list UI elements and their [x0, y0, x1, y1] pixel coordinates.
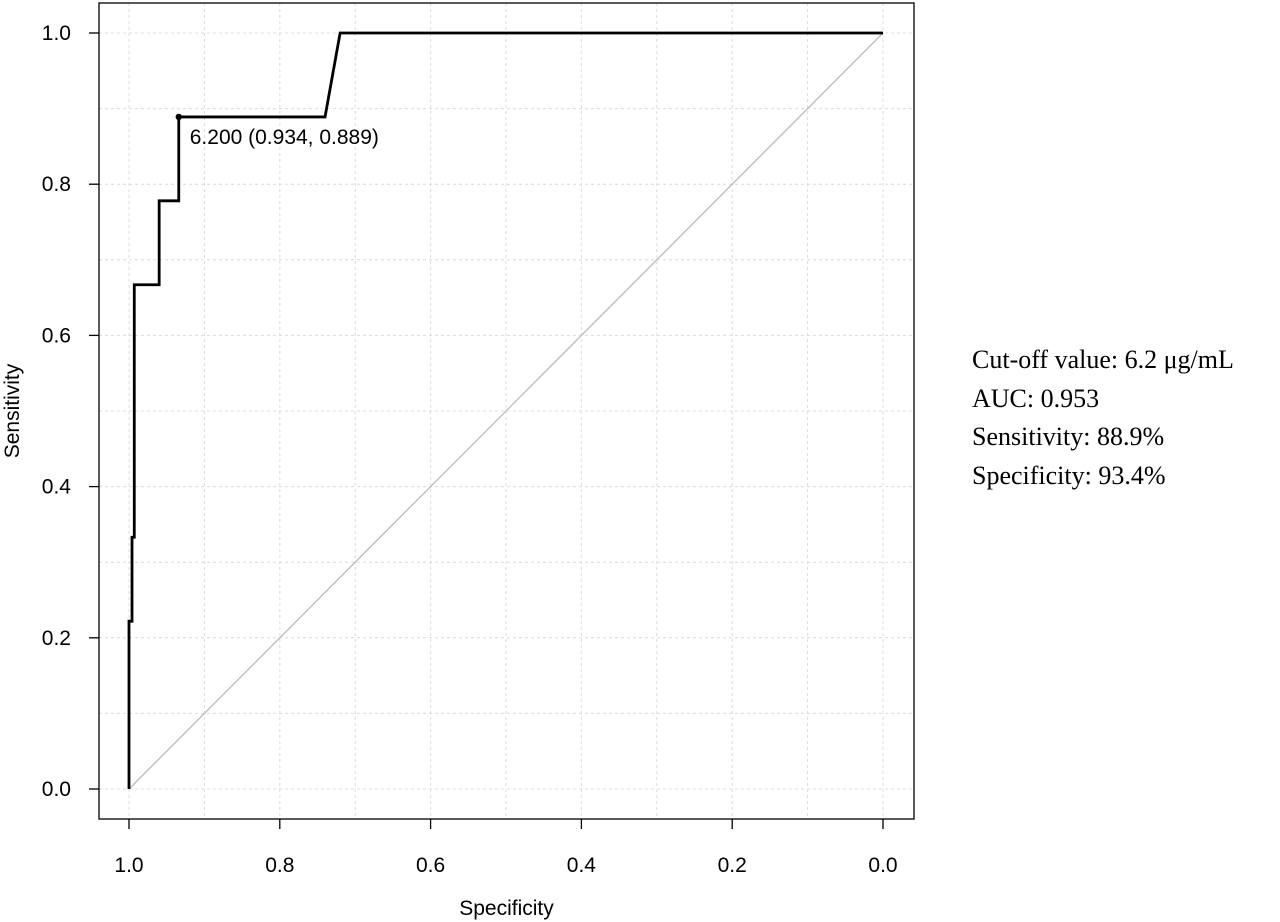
cutoff-value-text: Cut-off value: 6.2 μg/mL	[972, 345, 1234, 374]
threshold-label: 6.200 (0.934, 0.889)	[190, 126, 379, 149]
x-tick-label: 0.6	[416, 854, 445, 877]
roc-curve	[127, 31, 883, 789]
auc-text: AUC: 0.953	[972, 383, 1100, 413]
y-tick-label: 0.0	[42, 778, 71, 801]
stats-panel: Cut-off value: 6.2 μg/mL AUC: 0.953 Sens…	[972, 341, 1234, 496]
x-axis-title: Specificity	[459, 897, 554, 920]
x-tick-label: 0.4	[567, 854, 597, 877]
y-tick-label: 0.2	[42, 627, 71, 650]
y-tick-label: 0.6	[42, 324, 71, 347]
sensitivity-text: Sensitivity: 88.9%	[972, 422, 1165, 452]
y-axis-title: Sensitivity	[1, 363, 24, 458]
x-tick-label: 0.2	[718, 854, 747, 877]
x-tick-label: 0.8	[265, 854, 294, 877]
y-axis: 0.0 0.2 0.4 0.6 0.8 1.0	[42, 22, 99, 801]
y-tick-label: 0.4	[42, 476, 72, 499]
plot-frame	[98, 2, 915, 820]
x-axis: 1.0 0.8 0.6 0.4 0.2 0.0	[114, 819, 898, 877]
y-tick-label: 0.8	[42, 173, 71, 196]
specificity-text: Specificity: 93.4%	[972, 461, 1166, 491]
y-tick-label: 1.0	[42, 22, 71, 45]
reference-diagonal-line	[128, 32, 884, 790]
threshold-point	[175, 113, 182, 121]
x-tick-label: 0.0	[868, 854, 897, 877]
x-tick-label: 1.0	[114, 854, 143, 877]
